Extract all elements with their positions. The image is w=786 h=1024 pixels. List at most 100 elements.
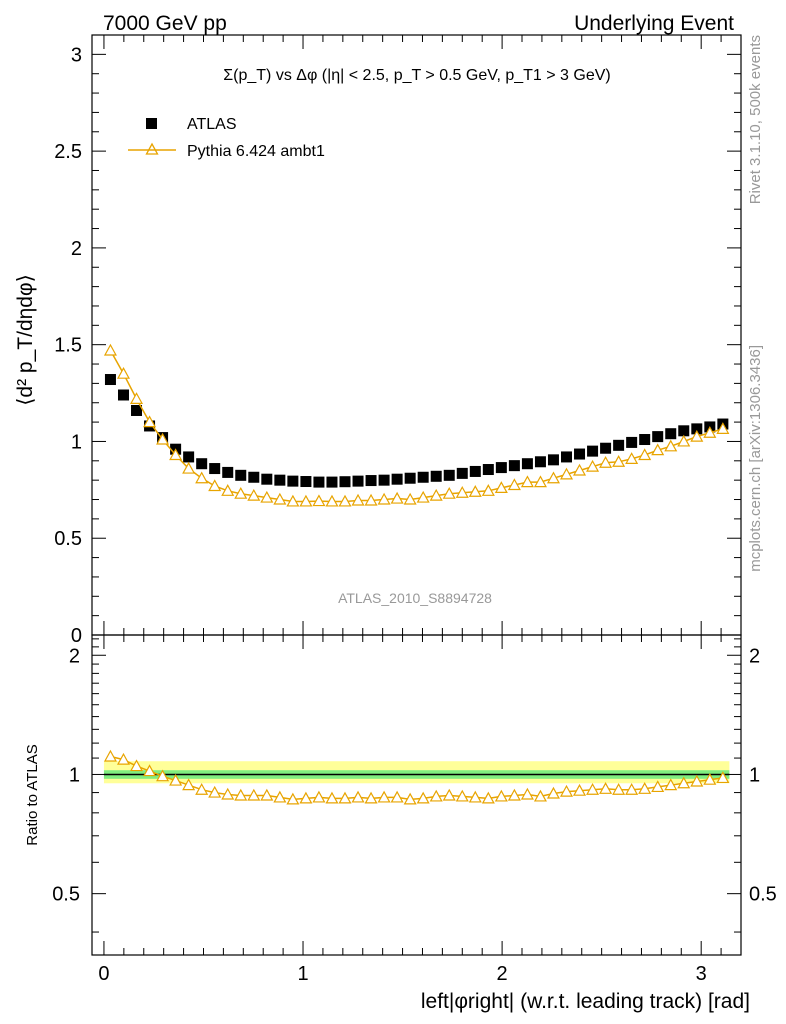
atlas-data-point xyxy=(600,442,612,454)
atlas-data-point xyxy=(678,425,690,437)
side-mcplots-label: mcplots.cern.ch [arXiv:1306.3436] xyxy=(747,345,764,572)
ratio-pythia-point xyxy=(586,782,600,795)
pythia-data-point xyxy=(390,491,404,504)
ratio-pythia-point xyxy=(299,791,313,804)
pythia-data-point xyxy=(442,486,456,499)
pythia-data-point xyxy=(338,494,352,507)
atlas-data-point xyxy=(378,474,390,486)
ratio-pythia-point xyxy=(664,778,678,791)
atlas-data-point xyxy=(534,456,546,468)
main-y-tick-label: 1.5 xyxy=(54,335,82,357)
atlas-data-point xyxy=(300,476,312,488)
ratio-pythia-point xyxy=(234,788,248,801)
atlas-data-point xyxy=(117,389,129,401)
ratio-pythia-point xyxy=(377,790,391,803)
ratio-pythia-point xyxy=(455,789,469,802)
ratio-pythia-point xyxy=(520,787,534,800)
pythia-data-point xyxy=(716,422,730,434)
pythia-data-point xyxy=(546,471,560,484)
pythia-data-point xyxy=(156,432,170,445)
atlas-data-point xyxy=(352,475,364,487)
pythia-data-point xyxy=(208,479,222,492)
pythia-data-point xyxy=(559,467,574,480)
ratio-y-tick-label-right: 1 xyxy=(749,764,760,786)
x-tick-label: 1 xyxy=(297,963,308,985)
ratio-pythia-point xyxy=(208,785,222,798)
main-panel: Σ(p_T) vs Δφ (|η| < 2.5, p_T > 0.5 GeV, … xyxy=(14,35,741,647)
atlas-data-point xyxy=(287,475,299,487)
ratio-frame xyxy=(91,634,742,956)
pythia-data-point xyxy=(625,452,639,464)
ratio-pythia-point xyxy=(247,788,261,801)
pythia-data-point xyxy=(664,439,678,452)
atlas-data-point xyxy=(508,460,520,472)
pythia-data-point xyxy=(651,443,665,456)
atlas-data-point xyxy=(469,465,481,477)
pythia-data-point xyxy=(468,485,482,497)
atlas-data-point xyxy=(613,439,625,451)
pythia-data-point xyxy=(677,434,691,447)
ratio-pythia-point xyxy=(403,792,417,805)
pythia-data-point xyxy=(533,475,547,488)
pythia-data-point xyxy=(429,488,443,501)
ratio-y-tick-label: 1 xyxy=(69,764,80,786)
atlas-data-point xyxy=(430,470,442,482)
header-left: 7000 GeV pp xyxy=(103,12,227,35)
atlas-data-point xyxy=(626,436,638,448)
ratio-pythia-point xyxy=(182,778,196,791)
ratio-pythia-point xyxy=(442,788,456,801)
pythia-data-point xyxy=(364,493,378,506)
ratio-pythia-point xyxy=(651,780,665,793)
ratio-y-tick-label: 2 xyxy=(69,645,80,667)
pythia-data-point xyxy=(325,494,339,507)
pythia-data-point xyxy=(494,481,508,494)
ratio-y-tick-label-right: 0.5 xyxy=(749,884,777,906)
pythia-data-point xyxy=(221,484,235,496)
ratio-pythia-point xyxy=(129,759,144,772)
pythia-data-point xyxy=(599,455,613,468)
pythia-data-point xyxy=(129,392,144,404)
x-tick-label: 3 xyxy=(696,963,707,985)
legend-atlas-marker xyxy=(146,118,157,129)
atlas-data-point xyxy=(104,374,116,386)
ratio-pythia-point xyxy=(573,783,587,796)
ratio-pythia-point xyxy=(221,787,235,800)
atlas-data-point xyxy=(339,476,351,488)
ratio-pythia-point xyxy=(546,786,560,799)
ratio-y-axis-label: Ratio to ATLAS xyxy=(24,744,41,845)
ratio-pythia-point xyxy=(638,782,652,794)
ratio-pythia-point xyxy=(338,791,352,804)
ratio-pythia-point xyxy=(156,769,170,782)
pythia-data-point xyxy=(481,484,495,496)
ratio-y-tick-label-right: 2 xyxy=(749,645,760,667)
ratio-pythia-point xyxy=(703,772,717,785)
pythia-data-point xyxy=(351,493,365,506)
ratio-pythia-point xyxy=(507,788,521,801)
atlas-data-point xyxy=(443,469,455,481)
ratio-pythia-point xyxy=(481,791,495,804)
pythia-data-point xyxy=(169,448,183,461)
ratio-pythia-point xyxy=(286,792,300,805)
atlas-data-point xyxy=(521,458,533,470)
pythia-data-point xyxy=(247,488,261,501)
atlas-data-point xyxy=(209,463,221,475)
main-y-tick-label: 2 xyxy=(71,238,82,260)
atlas-data-point xyxy=(326,476,338,488)
pythia-data-point xyxy=(690,429,704,442)
main-y-tick-label: 0 xyxy=(71,625,82,647)
ratio-pythia-point xyxy=(559,784,574,797)
atlas-data-point xyxy=(587,445,599,457)
atlas-data-point xyxy=(482,464,494,476)
pythia-data-point xyxy=(312,494,326,507)
pythia-data-point xyxy=(377,492,391,505)
pythia-data-point xyxy=(103,343,117,356)
pythia-data-point xyxy=(286,494,300,507)
x-tick-label: 2 xyxy=(497,963,508,985)
x-axis-label: left|φright| (w.r.t. leading track) [rad… xyxy=(421,990,750,1013)
analysis-watermark: ATLAS_2010_S8894728 xyxy=(338,590,492,606)
ratio-pythia-point xyxy=(533,789,547,802)
ratio-pythia-point xyxy=(625,782,639,795)
atlas-data-point xyxy=(183,451,195,463)
ratio-pythia-point xyxy=(260,788,274,801)
pythia-data-point xyxy=(403,492,417,505)
